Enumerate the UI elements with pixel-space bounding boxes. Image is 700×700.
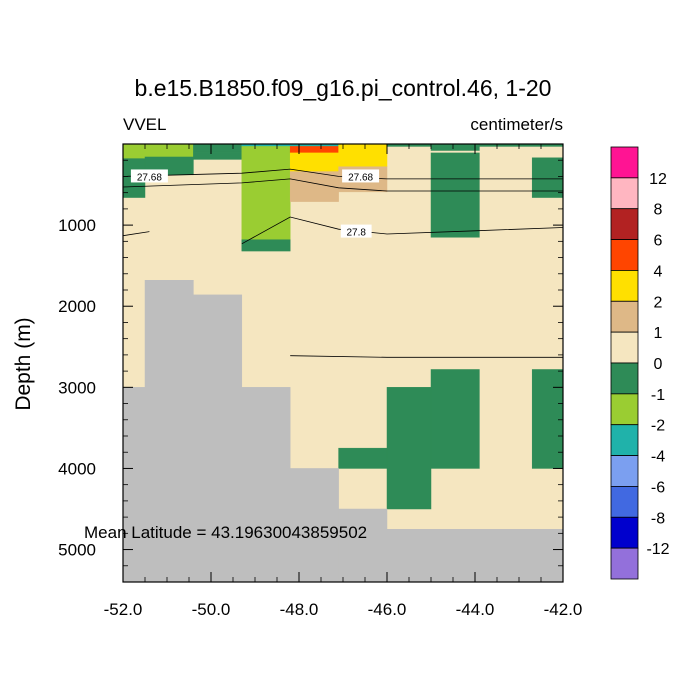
x-tick-label: -48.0 bbox=[280, 600, 319, 619]
velocity-cell bbox=[193, 143, 243, 153]
colorbar: 12 8 6 4 2 1 0 -1 -2 -4 -6 -8 -12 bbox=[610, 146, 670, 580]
velocity-cell bbox=[289, 146, 339, 154]
colorbar-swatch bbox=[610, 424, 639, 456]
y-tick-label: 4000 bbox=[58, 459, 96, 478]
contour-label-text: 27.8 bbox=[346, 228, 366, 239]
colorbar-label: 6 bbox=[654, 233, 663, 250]
density-contour bbox=[290, 355, 563, 358]
contour-label-box bbox=[340, 224, 372, 238]
colorbar-label: 4 bbox=[654, 263, 663, 280]
x-tick-label: -50.0 bbox=[192, 600, 231, 619]
colorbar-label: 0 bbox=[654, 356, 663, 373]
x-tick-label: -52.0 bbox=[104, 600, 143, 619]
colorbar-label: 1 bbox=[654, 325, 663, 342]
land-block bbox=[144, 280, 194, 583]
velocity-cell bbox=[430, 369, 480, 469]
y-tick-label: 3000 bbox=[58, 378, 96, 397]
land-block bbox=[193, 294, 243, 583]
y-tick-label: 1000 bbox=[58, 216, 96, 235]
land-layer bbox=[122, 280, 564, 583]
velocity-cell bbox=[241, 146, 291, 240]
density-contour bbox=[122, 231, 150, 237]
colorbar-swatch bbox=[610, 393, 639, 426]
colorbar-swatch bbox=[610, 362, 639, 395]
colorbar-label: 2 bbox=[654, 294, 663, 311]
velocity-cell bbox=[531, 157, 564, 198]
velocity-cell bbox=[144, 143, 194, 158]
contour-label: 27.68 bbox=[130, 169, 168, 183]
colorbar-swatch bbox=[610, 547, 639, 580]
colorbar-label: -8 bbox=[651, 510, 665, 527]
velocity-cell bbox=[193, 151, 243, 160]
colorbar-swatch bbox=[610, 486, 639, 518]
ticks-layer: -52.0 -50.0 -48.0 -46.0 -44.0 -42.0 1000 2000 30… bbox=[58, 144, 582, 619]
colorbar-label: -4 bbox=[651, 449, 665, 466]
chart-title: b.e15.B1850.f09_g16.pi_control.46, 1-20 bbox=[135, 75, 552, 101]
plot-frame bbox=[122, 143, 564, 583]
colorbar-label: 12 bbox=[649, 171, 667, 188]
contour-label: 27.68 bbox=[342, 169, 380, 183]
colorbar-swatch bbox=[610, 177, 639, 210]
colorbar-swatch bbox=[610, 516, 639, 549]
contour-label-text: 27.68 bbox=[137, 172, 162, 183]
y-tick-label: 2000 bbox=[58, 297, 96, 316]
variable-label: VVEL bbox=[123, 115, 166, 134]
colorbar-swatch bbox=[610, 300, 639, 333]
velocity-cell bbox=[430, 146, 480, 151]
colorbar-swatch bbox=[610, 146, 639, 179]
colorbar-swatch bbox=[610, 239, 639, 271]
x-tick-label: -44.0 bbox=[456, 600, 495, 619]
contour-layer: 27.68 27.68 27.8 bbox=[122, 168, 564, 358]
contour-label-box bbox=[130, 169, 168, 183]
density-contour bbox=[122, 178, 563, 192]
velocity-cell bbox=[386, 387, 432, 510]
colorbar-label: -2 bbox=[651, 418, 665, 435]
land-block bbox=[289, 468, 339, 583]
mean-latitude-annotation: Mean Latitude = 43.19630043859502 bbox=[84, 523, 367, 542]
velocity-cell bbox=[430, 152, 480, 238]
colorbar-label: 8 bbox=[654, 202, 663, 219]
units-label: centimeter/s bbox=[470, 115, 563, 134]
y-tick-label: 5000 bbox=[58, 541, 96, 560]
velocity-cell bbox=[122, 143, 146, 159]
colorbar-swatch bbox=[610, 331, 639, 364]
colorbar-swatch bbox=[610, 270, 639, 302]
colorbar-swatch bbox=[610, 455, 639, 487]
contour-label-box bbox=[342, 169, 380, 183]
velocity-cell bbox=[338, 143, 388, 167]
velocity-cell bbox=[338, 447, 388, 469]
colorbar-label: -6 bbox=[651, 479, 665, 496]
contour-label-text: 27.68 bbox=[348, 172, 373, 183]
velocity-cell bbox=[241, 239, 291, 252]
colorbar-swatch bbox=[610, 208, 639, 240]
colorbar-label: -12 bbox=[646, 541, 669, 558]
plot-area: 27.68 27.68 27.8 -52.0 -50.0 -48.0 -46.0 -44.0… bbox=[58, 143, 582, 619]
velocity-cell bbox=[289, 152, 339, 172]
x-tick-label: -42.0 bbox=[544, 600, 583, 619]
land-block bbox=[338, 508, 388, 583]
x-tick-label: -46.0 bbox=[368, 600, 407, 619]
contour-label: 27.8 bbox=[340, 224, 372, 239]
colorbar-label: -1 bbox=[651, 387, 665, 404]
density-contour bbox=[122, 168, 563, 180]
land-block bbox=[241, 387, 291, 583]
velocity-cell bbox=[531, 369, 564, 469]
y-axis-label: Depth (m) bbox=[12, 317, 35, 410]
